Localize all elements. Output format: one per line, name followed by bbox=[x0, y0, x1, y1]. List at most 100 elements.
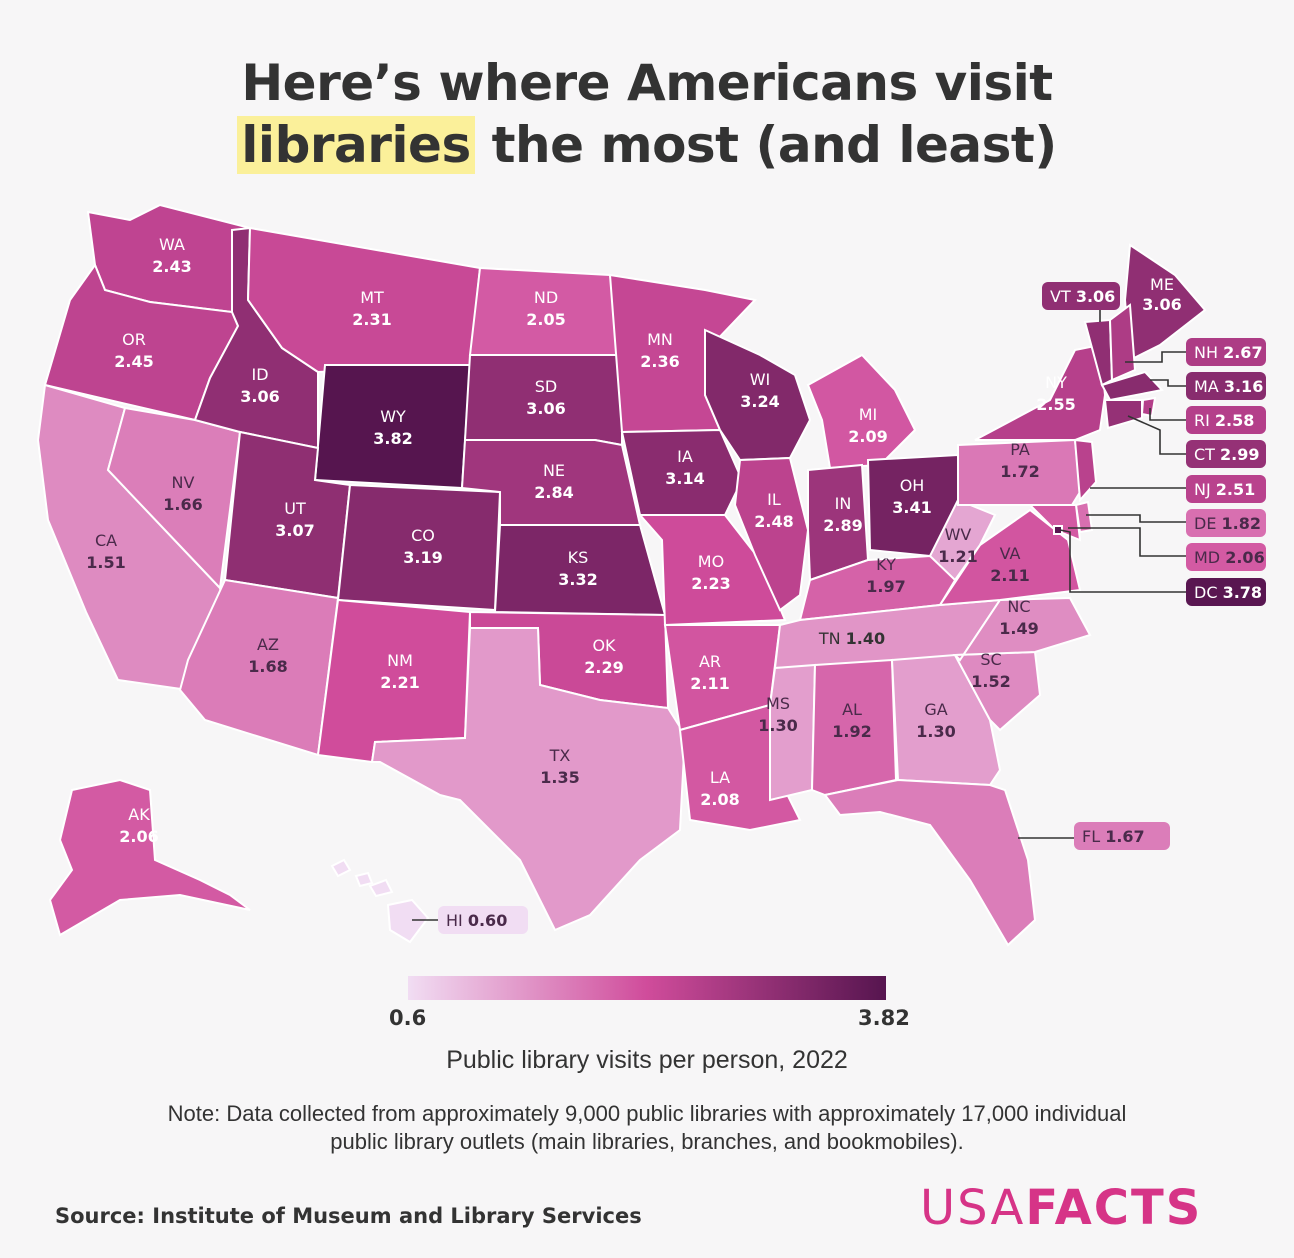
state-mo bbox=[637, 514, 787, 627]
legend-label: Public library visits per person, 2022 bbox=[446, 1046, 848, 1074]
title-highlight: libraries bbox=[237, 116, 475, 174]
state-label-wv: WV bbox=[945, 525, 972, 544]
leader-line-md bbox=[1068, 527, 1186, 557]
state-il bbox=[733, 456, 810, 612]
state-value-mi: 2.09 bbox=[848, 427, 887, 446]
state-value-me: 3.06 bbox=[1142, 295, 1181, 314]
state-label-oh: OH bbox=[900, 476, 925, 495]
callout-de: DE 1.82 bbox=[1186, 509, 1266, 537]
svg-text:NJ 2.51: NJ 2.51 bbox=[1194, 480, 1255, 499]
state-value-nc: 1.49 bbox=[999, 619, 1038, 638]
state-ma bbox=[1100, 370, 1164, 402]
state-ms bbox=[769, 663, 817, 802]
state-label-al: AL bbox=[842, 700, 862, 719]
state-label-mi: MI bbox=[859, 405, 878, 424]
state-value-ak: 2.06 bbox=[119, 827, 158, 846]
state-value-sc: 1.52 bbox=[971, 672, 1010, 691]
state-value-sd: 3.06 bbox=[526, 399, 565, 418]
state-value-ca: 1.51 bbox=[86, 553, 125, 572]
state-label-nd: ND bbox=[534, 288, 558, 307]
state-label-ar: AR bbox=[699, 652, 721, 671]
state-label-mt: MT bbox=[360, 288, 384, 307]
leader-line-de bbox=[1086, 514, 1186, 523]
state-me bbox=[1123, 243, 1207, 362]
state-hi bbox=[330, 858, 430, 944]
logo-part-1: USA bbox=[920, 1180, 1026, 1236]
state-label-nm: NM bbox=[387, 651, 413, 670]
state-value-ia: 3.14 bbox=[665, 469, 704, 488]
state-label-tx: TX bbox=[549, 746, 571, 765]
legend-max: 3.82 bbox=[858, 1006, 910, 1030]
state-label-sd: SD bbox=[535, 377, 557, 396]
state-value-in: 2.89 bbox=[823, 516, 862, 535]
title-line-2-rest: the most (and least) bbox=[491, 116, 1058, 174]
state-ia bbox=[620, 428, 744, 516]
state-value-ar: 2.11 bbox=[690, 674, 729, 693]
svg-text:VT 3.06: VT 3.06 bbox=[1050, 287, 1115, 306]
state-dc bbox=[1053, 525, 1063, 535]
state-value-co: 3.19 bbox=[403, 548, 442, 567]
state-label-sc: SC bbox=[980, 650, 1001, 669]
state-label-la: LA bbox=[710, 768, 730, 787]
footnote: Note: Data collected from approximately … bbox=[167, 1101, 1127, 1154]
leader-line-ri bbox=[1149, 408, 1186, 421]
svg-text:CT 2.99: CT 2.99 bbox=[1194, 445, 1260, 464]
state-value-wi: 3.24 bbox=[740, 392, 779, 411]
state-value-ny: 2.55 bbox=[1036, 395, 1075, 414]
source-credit: Source: Institute of Museum and Library … bbox=[55, 1204, 642, 1228]
state-ak bbox=[48, 778, 251, 937]
leader-line-dc bbox=[1059, 529, 1186, 593]
state-value-ms: 1.30 bbox=[758, 716, 797, 735]
state-label-ut: UT bbox=[284, 499, 306, 518]
state-nh bbox=[1108, 303, 1137, 382]
state-value-pa: 1.72 bbox=[1000, 462, 1039, 481]
svg-text:DE 1.82: DE 1.82 bbox=[1194, 514, 1261, 533]
state-label-mn: MN bbox=[647, 330, 673, 349]
state-value-al: 1.92 bbox=[832, 722, 871, 741]
callout-md: MD 2.06 bbox=[1186, 543, 1266, 571]
legend-min: 0.6 bbox=[389, 1006, 427, 1030]
state-label-wy: WY bbox=[380, 407, 406, 426]
state-fl bbox=[823, 778, 1037, 947]
state-label-mo: MO bbox=[698, 552, 724, 571]
state-mi bbox=[806, 353, 917, 470]
legend-gradient-bar bbox=[408, 976, 886, 1000]
state-value-va: 2.11 bbox=[990, 566, 1029, 585]
state-value-nv: 1.66 bbox=[163, 495, 202, 514]
state-value-tx: 1.35 bbox=[540, 768, 579, 787]
state-wv bbox=[928, 498, 997, 582]
state-label-il: IL bbox=[767, 490, 781, 509]
state-label-wi: WI bbox=[750, 370, 771, 389]
state-label-or: OR bbox=[122, 330, 146, 349]
state-value-wv: 1.21 bbox=[938, 547, 977, 566]
usafacts-logo: USAFACTS bbox=[920, 1180, 1202, 1236]
state-label-id: ID bbox=[251, 365, 268, 384]
state-value-nm: 2.21 bbox=[380, 673, 419, 692]
state-label-tn: TN 1.40 bbox=[818, 629, 885, 648]
state-value-az: 1.68 bbox=[248, 657, 287, 676]
state-value-ut: 3.07 bbox=[275, 521, 314, 540]
state-label-az: AZ bbox=[257, 635, 279, 654]
title-line-2: libraries the most (and least) bbox=[0, 116, 1294, 174]
state-label-ms: MS bbox=[766, 694, 790, 713]
state-label-va: VA bbox=[1000, 544, 1021, 563]
callout-dc: DC 3.78 bbox=[1186, 578, 1266, 606]
callout-nj: NJ 2.51 bbox=[1186, 475, 1266, 503]
svg-text:FL 1.67: FL 1.67 bbox=[1082, 827, 1145, 846]
callout-fl: FL 1.67 bbox=[1074, 822, 1170, 850]
state-label-nv: NV bbox=[172, 473, 195, 492]
svg-text:MA 3.16: MA 3.16 bbox=[1194, 377, 1263, 396]
state-label-ny: NY bbox=[1045, 373, 1067, 392]
state-value-ne: 2.84 bbox=[534, 483, 573, 502]
svg-text:HI 0.60: HI 0.60 bbox=[446, 911, 507, 930]
state-label-ca: CA bbox=[95, 531, 117, 550]
state-wy bbox=[313, 364, 472, 490]
state-value-ok: 2.29 bbox=[584, 658, 623, 677]
state-value-il: 2.48 bbox=[754, 512, 793, 531]
state-value-oh: 3.41 bbox=[892, 498, 931, 517]
state-label-ky: KY bbox=[876, 555, 896, 574]
state-label-in: IN bbox=[835, 494, 852, 513]
state-value-ks: 3.32 bbox=[558, 570, 597, 589]
state-nj bbox=[1073, 438, 1098, 503]
